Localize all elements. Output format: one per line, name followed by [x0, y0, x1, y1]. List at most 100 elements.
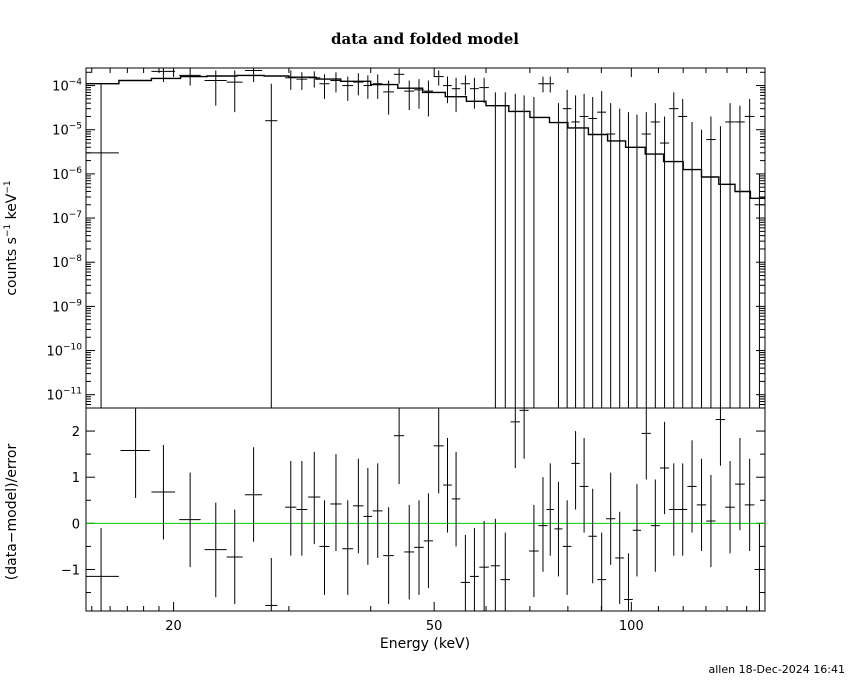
folded-model-line — [86, 74, 765, 199]
residual-point — [615, 511, 625, 605]
x-axis-label: Energy (keV) — [380, 636, 470, 652]
footer-stamp: allen 18-Dec-2024 16:41 — [708, 663, 845, 676]
data-point — [597, 91, 607, 408]
bottom-y-tick-labels: 2 1 0 −1 — [61, 425, 80, 578]
data-point — [529, 97, 539, 409]
residual-point — [641, 408, 651, 480]
residual-point — [423, 493, 434, 588]
residual-point — [490, 518, 500, 611]
data-point — [490, 92, 500, 409]
x-tick-label: 50 — [426, 619, 443, 634]
y-tick-label: 10−7 — [52, 210, 82, 227]
data-point — [735, 105, 745, 408]
residual-point — [330, 454, 342, 552]
data-point — [754, 173, 765, 408]
bottom-panel-frame — [85, 407, 766, 612]
residual-point — [706, 474, 716, 568]
y-tick-label: 10−5 — [52, 122, 82, 139]
data-point — [744, 98, 755, 408]
residual-point — [754, 523, 765, 611]
residual-point — [353, 458, 364, 554]
data-point — [383, 80, 394, 115]
y-axis-label-bottom: (data−model)/error — [4, 444, 20, 581]
residual-point — [479, 521, 489, 611]
data-point — [460, 75, 470, 96]
residual-point — [120, 408, 150, 498]
residual-point — [363, 467, 373, 565]
residual-point — [393, 408, 405, 485]
residual-point — [571, 431, 580, 510]
data-point — [500, 92, 511, 409]
y-axis-label-top: counts s−1 keV−1 — [3, 180, 20, 295]
data-point — [588, 97, 597, 408]
data-point — [319, 74, 330, 99]
residual-point — [204, 502, 227, 598]
residual-point — [296, 461, 308, 556]
residual-point — [562, 500, 572, 595]
data-point — [632, 114, 642, 409]
residual-point — [226, 509, 243, 605]
residual-point — [744, 458, 755, 552]
residual-point — [554, 481, 563, 577]
data-point — [393, 68, 405, 84]
residual-point — [265, 557, 278, 611]
data-point — [546, 76, 555, 93]
data-point — [226, 70, 243, 113]
data-point — [606, 103, 616, 408]
residual-point — [659, 421, 670, 515]
data-point — [706, 116, 716, 408]
residual-point — [151, 444, 175, 540]
residual-point — [696, 458, 707, 552]
residual-data-points — [86, 408, 765, 611]
data-point — [562, 89, 572, 408]
residual-point — [650, 479, 660, 572]
data-point — [554, 103, 563, 409]
data-point — [342, 76, 354, 101]
data-point — [433, 70, 444, 86]
residual-point — [433, 408, 444, 494]
data-point — [86, 83, 119, 408]
data-point — [423, 80, 434, 117]
residual-point — [86, 527, 119, 611]
data-point — [451, 77, 461, 113]
residual-point — [308, 451, 321, 545]
y-tick-label: 10−10 — [46, 343, 82, 360]
x-tick-label: 20 — [165, 619, 182, 634]
residual-point — [678, 463, 688, 556]
residual-point — [715, 408, 726, 466]
data-point — [479, 77, 489, 104]
residual-point — [460, 534, 470, 611]
x-tick-labels: 20 50 100 — [165, 619, 643, 634]
data-point — [538, 76, 548, 93]
data-point — [624, 112, 633, 409]
residual-point — [342, 500, 354, 595]
data-point — [725, 103, 735, 408]
y-tick-label: 1 — [72, 471, 80, 486]
bottom-axis-ticks — [86, 407, 766, 611]
residual-point — [285, 461, 297, 556]
x-tick-label: 100 — [619, 619, 644, 634]
residual-point — [383, 507, 394, 605]
data-point — [715, 126, 726, 409]
residual-point — [404, 504, 415, 600]
residual-point — [244, 447, 263, 542]
residual-point — [319, 500, 330, 595]
data-point — [265, 83, 278, 408]
residual-point — [414, 500, 424, 595]
data-point — [285, 70, 297, 90]
data-point — [571, 95, 580, 408]
chart-title: data and folded model — [331, 30, 519, 48]
residual-point — [735, 437, 745, 531]
data-point — [678, 98, 688, 408]
data-point — [687, 121, 697, 409]
residual-point — [725, 461, 735, 554]
residual-point — [451, 451, 461, 547]
residual-point — [687, 440, 697, 533]
residual-point — [606, 472, 616, 565]
data-point — [414, 79, 424, 109]
residual-point — [624, 553, 633, 611]
y-tick-label: 10−8 — [52, 254, 82, 271]
residual-point — [597, 532, 607, 611]
residual-point — [500, 532, 511, 611]
